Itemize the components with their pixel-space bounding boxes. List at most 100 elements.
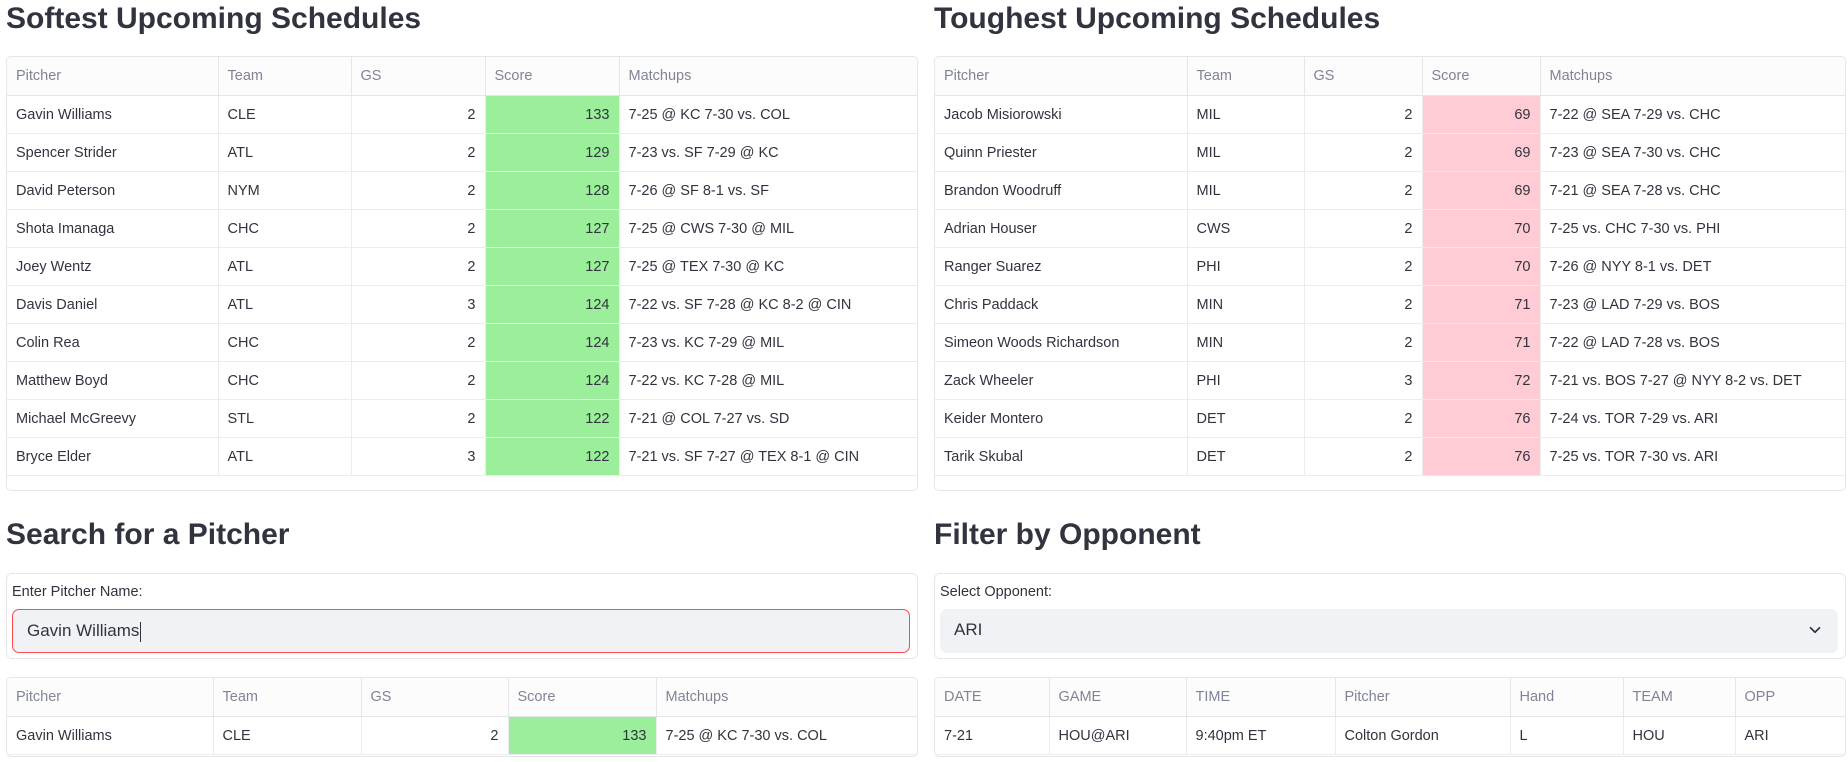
cell-gs: 2 [351, 399, 486, 438]
table-row[interactable]: Ranger Suarez PHI 2 70 7-26 @ NYY 8-1 vs. DE… [935, 247, 1845, 286]
cell-team: CHC [218, 361, 352, 400]
cell-score: 122 [485, 399, 620, 438]
cell-gs: 2 [1304, 285, 1423, 324]
cell-score: 133 [508, 716, 657, 755]
table-row[interactable]: Adrian Houser CWS 2 70 7-25 vs. CHC 7-30 vs.… [935, 209, 1845, 248]
pitcher-search-value: Gavin Williams [27, 621, 140, 640]
opponent-games-table[interactable]: DATE GAME TIME Pitcher Hand TEAM OPP 7-2… [934, 677, 1846, 757]
toughest-table[interactable]: Pitcher Team GS Score Matchups Jacob Mis… [934, 56, 1846, 491]
table-row[interactable]: Colin Rea CHC 2 124 7-23 vs. KC 7-29 @ MIL [7, 323, 917, 362]
table-row[interactable]: Simeon Woods Richardson MIN 2 71 7-22 @ LAD … [935, 323, 1845, 362]
cell-pitcher: Joey Wentz [7, 247, 219, 286]
cell-pitcher: David Peterson [7, 171, 219, 210]
column-header-time[interactable]: TIME [1186, 678, 1336, 717]
column-header-team[interactable]: Team [213, 678, 362, 717]
column-header-date[interactable]: DATE [935, 678, 1050, 717]
cell-team: PHI [1187, 361, 1305, 400]
table-row[interactable]: Spencer Strider ATL 2 129 7-23 vs. SF 7-29 @… [7, 133, 917, 172]
table-row[interactable]: Quinn Priester MIL 2 69 7-23 @ SEA 7-30 vs. … [935, 133, 1845, 172]
table-row[interactable]: David Peterson NYM 2 128 7-26 @ SF 8-1 vs. S… [7, 171, 917, 210]
table-row[interactable]: Zack Wheeler PHI 3 72 7-21 vs. BOS 7-27 @ NY… [935, 361, 1845, 400]
column-header-score[interactable]: Score [508, 678, 657, 717]
cell-matchups: 7-26 @ NYY 8-1 vs. DET [1540, 247, 1845, 286]
column-header-game[interactable]: GAME [1049, 678, 1187, 717]
search-table-body: Gavin Williams CLE 2 133 7-25 @ KC 7-30 vs. … [7, 716, 917, 755]
column-header-matchups[interactable]: Matchups [619, 57, 917, 96]
cell-pitcher: Chris Paddack [935, 285, 1188, 324]
column-header-pitcher[interactable]: Pitcher [7, 678, 214, 717]
table-row[interactable]: Brandon Woodruff MIL 2 69 7-21 @ SEA 7-28 vs… [935, 171, 1845, 210]
column-header-pitcher[interactable]: Pitcher [935, 57, 1188, 96]
cell-matchups: 7-25 @ KC 7-30 vs. COL [656, 716, 917, 755]
search-card [6, 573, 918, 659]
cell-matchups: 7-21 @ COL 7-27 vs. SD [619, 399, 917, 438]
column-header-pitcher[interactable]: Pitcher [1335, 678, 1511, 717]
cell-gs: 2 [351, 209, 486, 248]
pitcher-search-input[interactable]: Gavin Williams [12, 609, 910, 653]
cell-matchups: 7-21 vs. SF 7-27 @ TEX 8-1 @ CIN [619, 437, 917, 476]
cell-matchups: 7-25 @ TEX 7-30 @ KC [619, 247, 917, 286]
column-header-gs[interactable]: GS [1304, 57, 1423, 96]
cell-pitcher: Davis Daniel [7, 285, 219, 324]
column-header-gs[interactable]: GS [361, 678, 509, 717]
table-row[interactable]: Matthew Boyd CHC 2 124 7-22 vs. KC 7-28 @ MI… [7, 361, 917, 400]
cell-pitcher: Simeon Woods Richardson [935, 323, 1188, 362]
cell-matchups: 7-22 vs. KC 7-28 @ MIL [619, 361, 917, 400]
search-results-table[interactable]: Pitcher Team GS Score Matchups Gavin Wil… [6, 677, 918, 757]
cell-gs: 2 [351, 171, 486, 210]
cell-gs: 3 [1304, 361, 1423, 400]
column-header-team[interactable]: Team [1187, 57, 1305, 96]
table-row[interactable]: Jacob Misiorowski MIL 2 69 7-22 @ SEA 7-29 v… [935, 95, 1845, 134]
column-header-gs[interactable]: GS [351, 57, 486, 96]
table-row[interactable]: Joey Wentz ATL 2 127 7-25 @ TEX 7-30 @ KC [7, 247, 917, 286]
cell-opp: ARI [1735, 716, 1845, 755]
column-header-hand[interactable]: Hand [1510, 678, 1624, 717]
filter-label: Select Opponent: [940, 584, 1053, 600]
toughest-section: Toughest Upcoming Schedules Pitcher Team… [934, 0, 1846, 491]
table-row[interactable]: Bryce Elder ATL 3 122 7-21 vs. SF 7-27 @ TEX… [7, 437, 917, 476]
cell-matchups: 7-23 vs. KC 7-29 @ MIL [619, 323, 917, 362]
chevron-down-icon [1809, 626, 1821, 634]
cell-gs: 2 [1304, 133, 1423, 172]
opponent-select[interactable]: ARI [940, 609, 1838, 653]
column-header-score[interactable]: Score [485, 57, 620, 96]
cell-hand: L [1510, 716, 1624, 755]
cell-matchups: 7-25 vs. TOR 7-30 vs. ARI [1540, 437, 1845, 476]
table-row[interactable]: Shota Imanaga CHC 2 127 7-25 @ CWS 7-30 @ MI… [7, 209, 917, 248]
table-row[interactable]: Davis Daniel ATL 3 124 7-22 vs. SF 7-28 @ KC… [7, 285, 917, 324]
cell-pitcher: Zack Wheeler [935, 361, 1188, 400]
cell-score: 122 [485, 437, 620, 476]
softest-table[interactable]: Pitcher Team GS Score Matchups Gavin Wil… [6, 56, 918, 491]
column-header-opp[interactable]: OPP [1735, 678, 1845, 717]
cell-score: 128 [485, 171, 620, 210]
cell-gs: 2 [1304, 209, 1423, 248]
cell-score: 127 [485, 209, 620, 248]
table-row[interactable]: Chris Paddack MIN 2 71 7-23 @ LAD 7-29 vs. B… [935, 285, 1845, 324]
cell-team: HOU [1623, 716, 1736, 755]
column-header-matchups[interactable]: Matchups [1540, 57, 1845, 96]
cell-score: 127 [485, 247, 620, 286]
cell-pitcher: Colton Gordon [1335, 716, 1511, 755]
column-header-score[interactable]: Score [1422, 57, 1541, 96]
column-header-pitcher[interactable]: Pitcher [7, 57, 219, 96]
cell-game: HOU@ARI [1049, 716, 1187, 755]
table-row[interactable]: Gavin Williams CLE 2 133 7-25 @ KC 7-30 vs. … [7, 716, 917, 755]
column-header-matchups[interactable]: Matchups [656, 678, 917, 717]
cell-matchups: 7-25 @ CWS 7-30 @ MIL [619, 209, 917, 248]
table-row[interactable]: Michael McGreevy STL 2 122 7-21 @ COL 7-27 v… [7, 399, 917, 438]
cell-team: DET [1187, 437, 1305, 476]
cell-pitcher: Adrian Houser [935, 209, 1188, 248]
cell-pitcher: Michael McGreevy [7, 399, 219, 438]
softest-title: Softest Upcoming Schedules [6, 2, 422, 35]
table-row[interactable]: Gavin Williams CLE 2 133 7-25 @ KC 7-30 vs. … [7, 95, 917, 134]
cell-pitcher: Quinn Priester [935, 133, 1188, 172]
cell-pitcher: Spencer Strider [7, 133, 219, 172]
table-row[interactable]: 7-21 HOU@ARI 9:40pm ET Colton Gordon L HOU ARI [935, 716, 1845, 755]
table-row[interactable]: Keider Montero DET 2 76 7-24 vs. TOR 7-29 vs… [935, 399, 1845, 438]
column-header-team[interactable]: Team [218, 57, 352, 96]
cell-gs: 2 [351, 323, 486, 362]
column-header-team[interactable]: TEAM [1623, 678, 1736, 717]
cell-gs: 3 [351, 285, 486, 324]
cell-team: ATL [218, 437, 352, 476]
table-row[interactable]: Tarik Skubal DET 2 76 7-25 vs. TOR 7-30 vs. … [935, 437, 1845, 476]
